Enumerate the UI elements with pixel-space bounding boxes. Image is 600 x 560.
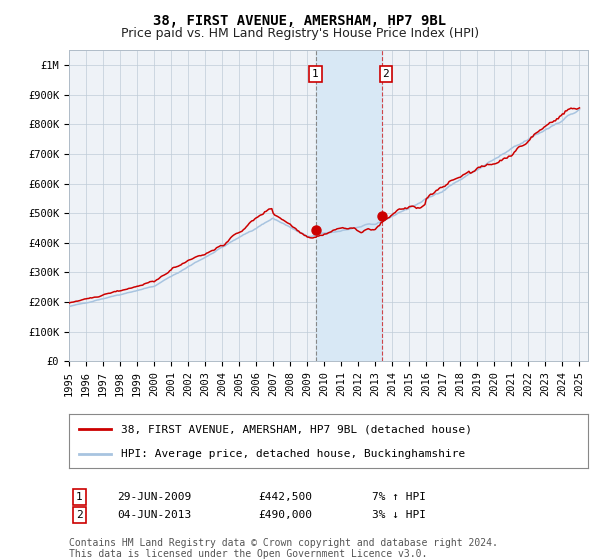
Text: 1: 1 [312,69,319,79]
Text: 1: 1 [76,492,83,502]
Text: Price paid vs. HM Land Registry's House Price Index (HPI): Price paid vs. HM Land Registry's House … [121,27,479,40]
Text: 2: 2 [382,69,389,79]
Text: HPI: Average price, detached house, Buckinghamshire: HPI: Average price, detached house, Buck… [121,449,465,459]
Text: 38, FIRST AVENUE, AMERSHAM, HP7 9BL: 38, FIRST AVENUE, AMERSHAM, HP7 9BL [154,14,446,28]
Text: 04-JUN-2013: 04-JUN-2013 [117,510,191,520]
Text: 29-JUN-2009: 29-JUN-2009 [117,492,191,502]
Text: 38, FIRST AVENUE, AMERSHAM, HP7 9BL (detached house): 38, FIRST AVENUE, AMERSHAM, HP7 9BL (det… [121,424,472,435]
Text: 3% ↓ HPI: 3% ↓ HPI [372,510,426,520]
Bar [316,50,382,361]
Text: 7% ↑ HPI: 7% ↑ HPI [372,492,426,502]
Text: Contains HM Land Registry data © Crown copyright and database right 2024.
This d: Contains HM Land Registry data © Crown c… [69,538,498,559]
Text: £490,000: £490,000 [258,510,312,520]
Text: £442,500: £442,500 [258,492,312,502]
Text: 2: 2 [76,510,83,520]
